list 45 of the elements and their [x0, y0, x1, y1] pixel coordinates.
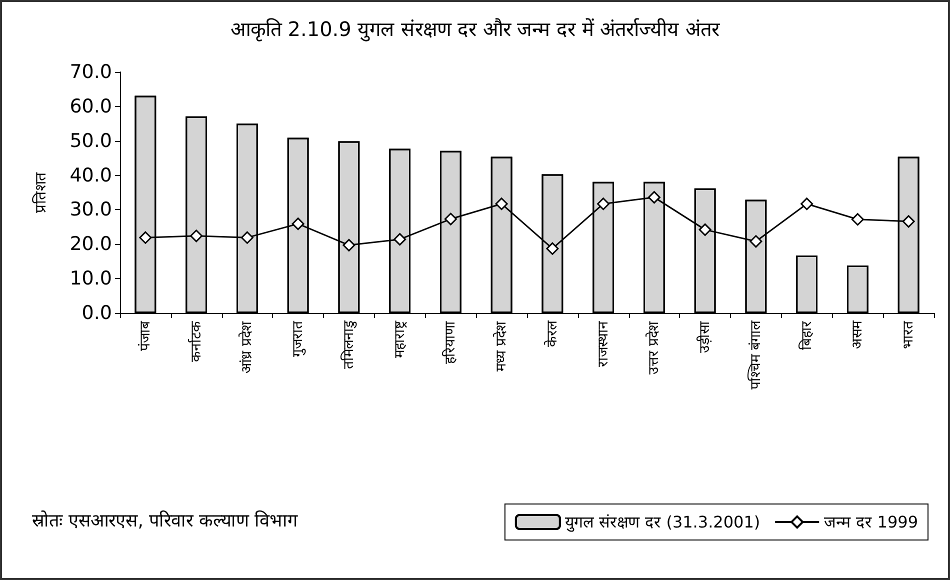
x-tick-label: तमिलनाडु — [340, 320, 357, 369]
point — [495, 198, 508, 210]
x-tick-label: असम — [850, 320, 866, 349]
y-tick-label: 0.0 — [82, 302, 112, 324]
point — [444, 212, 457, 226]
point — [546, 242, 559, 255]
y-tick-label: 60.0 — [70, 95, 112, 118]
x-tick-label: पश्चिम बंगाल — [746, 320, 764, 390]
x-tick-label: उड़ीसा — [696, 321, 714, 353]
x-tick-label: हरियाणा — [442, 321, 459, 364]
y-axis-title: प्रतिशत — [32, 172, 50, 213]
y-tick-label: 20.0 — [70, 233, 112, 256]
point — [394, 233, 406, 246]
x-tick-label: राजस्थान — [595, 321, 612, 367]
point — [800, 198, 814, 210]
x-tick-label: मध्य प्रदेश — [492, 321, 510, 372]
text: स्रोतः एसआरएस, परिवार कल्याण विभाग — [32, 510, 299, 532]
point — [597, 198, 610, 210]
point — [698, 223, 712, 236]
legend-label: जन्म दर 1999 — [824, 512, 918, 532]
y-tick-label: 10.0 — [70, 268, 112, 290]
y-tick-label: 40.0 — [70, 164, 112, 186]
y-tick-label: 30.0 — [70, 198, 112, 221]
point — [342, 238, 356, 252]
x-tick-label: कर्नाटक — [187, 321, 204, 362]
x-tick-label: बिहार — [798, 321, 815, 350]
x-tick-label: महाराष्ट्र — [392, 320, 408, 358]
y-tick-label: 50.0 — [70, 130, 112, 152]
point — [190, 230, 203, 242]
x-tick-label: उत्तर प्रदेश — [645, 321, 662, 374]
x-tick-label: भारत — [900, 320, 917, 349]
point — [750, 235, 762, 248]
chart-title: आकृति 2.10.9 युगल संरक्षण दर और जन्म दर में अंतर्राज्यीय अंतर — [230, 17, 721, 42]
x-tick-label: केरल — [543, 320, 560, 347]
point — [902, 215, 915, 228]
x-tick-label: आंध्र प्रदेश — [238, 321, 256, 374]
x-tick-label: पंजाब — [137, 320, 154, 351]
point — [240, 231, 254, 244]
legend-label: युगल संरक्षण दर (31.3.2001) — [564, 512, 760, 532]
point — [139, 231, 152, 244]
point — [292, 218, 304, 230]
point — [648, 191, 660, 204]
point — [851, 213, 864, 226]
y-tick-label: 70.0 — [70, 61, 112, 83]
x-tick-label: गुजरात — [290, 320, 306, 357]
